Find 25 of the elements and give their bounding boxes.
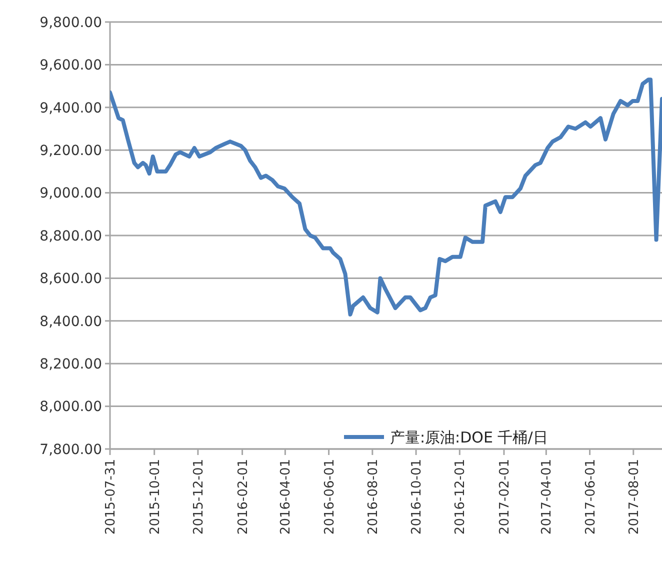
y-tick-label: 8,600.00 [40,271,102,288]
legend-label: 产量:原油:DOE 千桶/日 [390,428,548,446]
y-tick-label: 8,400.00 [40,314,102,330]
x-tick-label: 2016-02-01 [236,459,251,535]
x-tick-label: 2015-10-01 [148,459,163,535]
x-tick-label: 2016-10-01 [410,459,425,535]
x-tick-label: 2016-08-01 [366,459,381,535]
y-tick-label: 8,800.00 [40,228,102,244]
x-tick-label: 2016-06-01 [322,459,338,535]
y-tick-label: 9,800.00 [40,14,102,31]
y-tick-label: 9,200.00 [40,143,102,159]
y-tick-label: 8,000.00 [40,399,102,416]
x-tick-label: 2016-04-01 [278,459,294,535]
y-tick-label: 9,400.00 [40,100,102,116]
x-tick-label: 2016-12-01 [453,459,468,535]
x-tick-label: 2015-12-01 [192,459,206,535]
x-tick-label: 2017-08-01 [626,459,642,535]
y-tick-label: 9,000.00 [40,186,102,202]
x-tick-label: 2017-06-01 [583,459,598,535]
y-tick-label: 7,800.00 [40,442,102,458]
x-tick-label: 2017-02-01 [498,459,513,535]
x-tick-label: 2017-04-01 [540,459,555,535]
y-tick-label: 9,600.00 [40,58,102,74]
x-tick-label: 2015-07-31 [104,459,119,535]
y-tick-label: 8,200.00 [40,356,102,372]
